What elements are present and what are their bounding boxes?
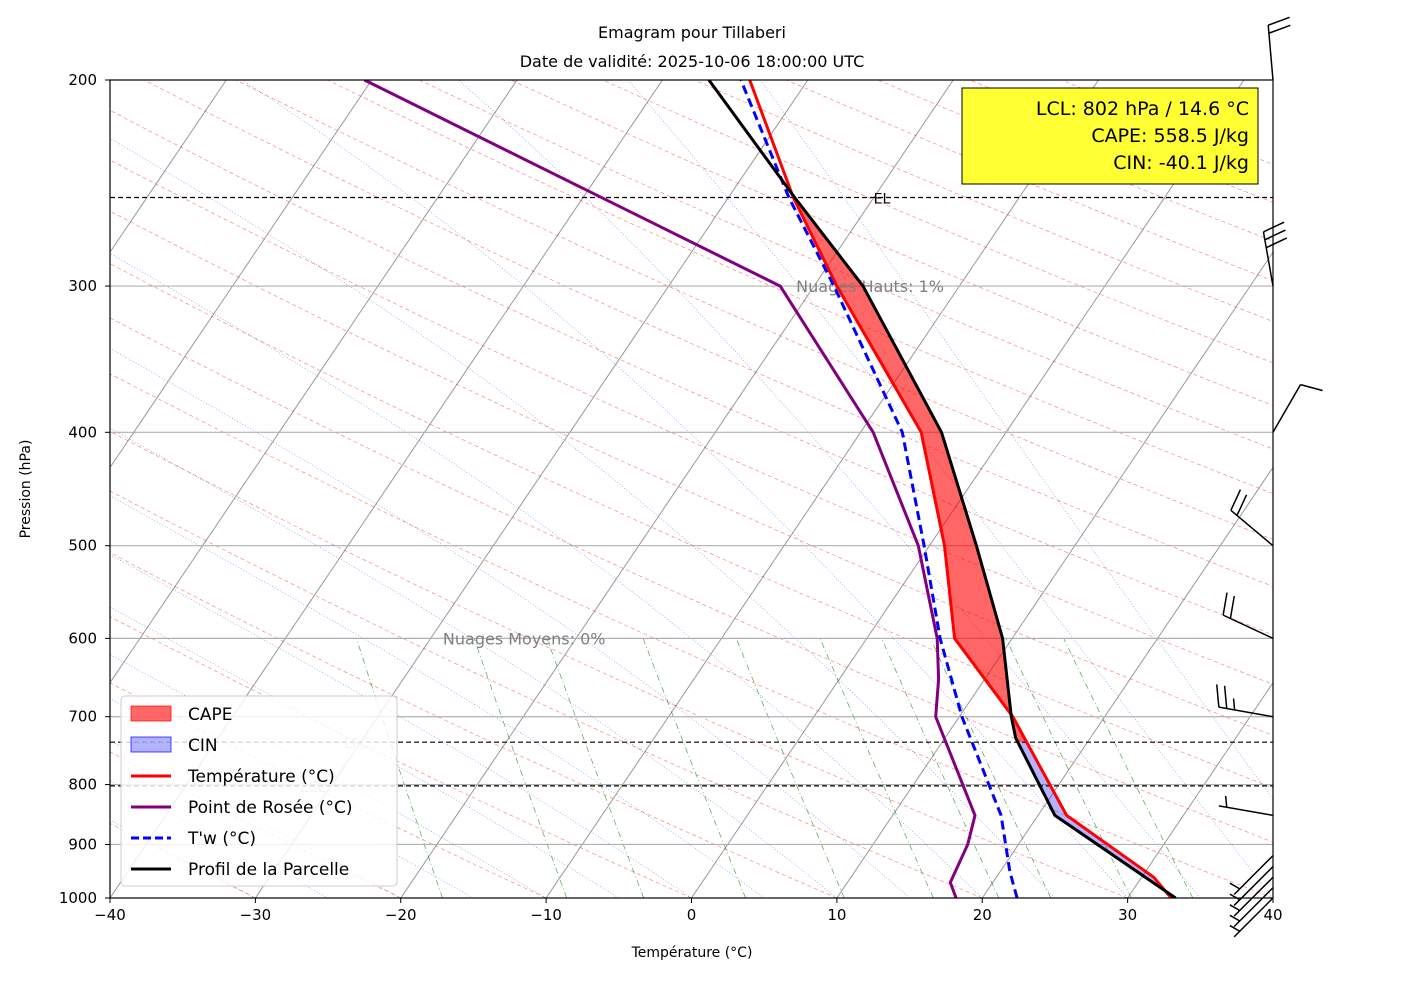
- info-box: LCL: 802 hPa / 14.6 °C CAPE: 558.5 J/kg …: [962, 88, 1258, 184]
- info-cape: CAPE: 558.5 J/kg: [1091, 125, 1249, 147]
- x-tick-label: 30: [1118, 906, 1137, 924]
- legend-label: Profil de la Parcelle: [188, 860, 349, 880]
- y-tick-label: 500: [68, 537, 97, 555]
- x-tick-label: −30: [240, 906, 272, 924]
- y-tick-label: 600: [68, 629, 97, 647]
- chart-title: Emagram pour Tillaberi: [598, 23, 786, 42]
- cloud-annotation: Nuages Hauts: 1%: [796, 277, 944, 296]
- x-tick-label: 0: [687, 906, 697, 924]
- legend-label: CAPE: [188, 705, 233, 725]
- y-tick-label: 900: [68, 835, 97, 853]
- x-tick-label: 20: [973, 906, 992, 924]
- wind-barb-half-flag: [1226, 796, 1227, 807]
- wind-barb-half-flag: [1234, 699, 1235, 710]
- info-cin: CIN: -40.1 J/kg: [1113, 152, 1249, 174]
- cloud-annotation: Nuages Moyens: 0%: [443, 629, 606, 648]
- legend-swatch: [131, 737, 171, 752]
- legend-label: T'w (°C): [187, 829, 256, 849]
- legend-label: CIN: [188, 736, 218, 756]
- x-tick-label: −20: [385, 906, 417, 924]
- legend-swatch: [131, 706, 171, 721]
- info-lcl: LCL: 802 hPa / 14.6 °C: [1036, 98, 1249, 120]
- y-tick-label: 200: [68, 71, 97, 89]
- chart-subtitle: Date de validité: 2025-10-06 18:00:00 UT…: [520, 52, 865, 71]
- x-tick-label: −40: [94, 906, 126, 924]
- legend-label: Point de Rosée (°C): [188, 798, 353, 818]
- y-tick-label: 1000: [59, 889, 97, 907]
- y-tick-label: 300: [68, 277, 97, 295]
- y-tick-label: 800: [68, 776, 97, 794]
- x-tick-label: 10: [827, 906, 846, 924]
- y-tick-label: 700: [68, 708, 97, 726]
- x-axis-label: Température (°C): [631, 945, 753, 961]
- x-tick-label: −10: [530, 906, 562, 924]
- y-axis-label: Pression (hPa): [18, 440, 34, 539]
- legend-frame: [121, 696, 397, 886]
- y-tick-label: 400: [68, 423, 97, 441]
- el-level-label: EL: [874, 191, 891, 207]
- legend-label: Température (°C): [187, 767, 335, 787]
- legend: CAPE CIN Température (°C) Point de Rosée (°…: [121, 696, 397, 886]
- x-tick-label: 40: [1263, 906, 1282, 924]
